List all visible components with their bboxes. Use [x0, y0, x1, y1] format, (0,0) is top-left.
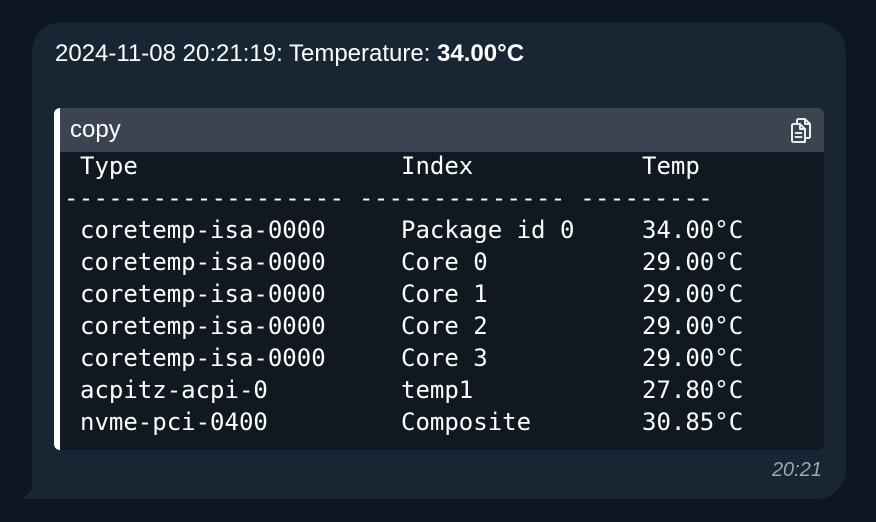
header-temp: Temp: [642, 152, 700, 180]
table-row: nvme-pci-0400 Composite 30.85°C: [60, 408, 743, 440]
message-prefix: 2024-11-08 20:21:19: Temperature:: [55, 40, 438, 67]
row-temp: 30.85°C: [642, 408, 744, 436]
row-temp: 34.00°C: [642, 216, 744, 244]
row-type: coretemp-isa-0000: [80, 216, 326, 244]
row-index: Core 3: [401, 344, 488, 372]
row-type: coretemp-isa-0000: [80, 312, 326, 340]
table-header-row: Type Index Temp: [60, 152, 700, 184]
row-temp: 29.00°C: [642, 280, 744, 308]
table-separator: ------------------- -------------- -----…: [64, 184, 713, 212]
message-timestamp: 20:21: [771, 459, 822, 481]
row-type: coretemp-isa-0000: [80, 280, 326, 308]
code-block: copy Type Index Temp -------------------…: [54, 108, 824, 450]
code-body: Type Index Temp ------------------- ----…: [60, 152, 824, 450]
row-temp: 29.00°C: [642, 312, 744, 340]
row-type: acpitz-acpi-0: [80, 376, 268, 404]
table-row: coretemp-isa-0000 Core 3 29.00°C: [60, 344, 743, 376]
code-block-border: [54, 108, 60, 450]
table-row: acpitz-acpi-0 temp1 27.80°C: [60, 376, 743, 408]
row-type: nvme-pci-0400: [80, 408, 268, 436]
copy-icon[interactable]: [788, 117, 814, 144]
code-block-header: copy: [60, 108, 824, 152]
bubble-tail: [20, 470, 34, 499]
row-temp: 29.00°C: [642, 248, 744, 276]
row-type: coretemp-isa-0000: [80, 344, 326, 372]
row-index: Core 2: [401, 312, 488, 340]
message-temperature-value: 34.00°C: [437, 40, 525, 67]
row-type: coretemp-isa-0000: [80, 248, 326, 276]
message-text: 2024-11-08 20:21:19: Temperature: 34.00°…: [55, 40, 524, 68]
header-type: Type: [80, 152, 138, 180]
table-row: coretemp-isa-0000 Core 1 29.00°C: [60, 280, 743, 312]
table-row: coretemp-isa-0000 Core 2 29.00°C: [60, 312, 743, 344]
row-index: Composite: [401, 408, 532, 436]
header-index: Index: [401, 152, 474, 180]
row-temp: 27.80°C: [642, 376, 744, 404]
table-row: coretemp-isa-0000 Core 0 29.00°C: [60, 248, 743, 280]
row-index: Core 0: [401, 248, 488, 276]
row-index: temp1: [401, 376, 474, 404]
table-row: coretemp-isa-0000 Package id 0 34.00°C: [60, 216, 743, 248]
row-index: Package id 0: [401, 216, 575, 244]
row-temp: 29.00°C: [642, 344, 744, 372]
code-language-label[interactable]: copy: [70, 116, 121, 143]
row-index: Core 1: [401, 280, 488, 308]
message-bubble: 2024-11-08 20:21:19: Temperature: 34.00°…: [32, 22, 846, 499]
